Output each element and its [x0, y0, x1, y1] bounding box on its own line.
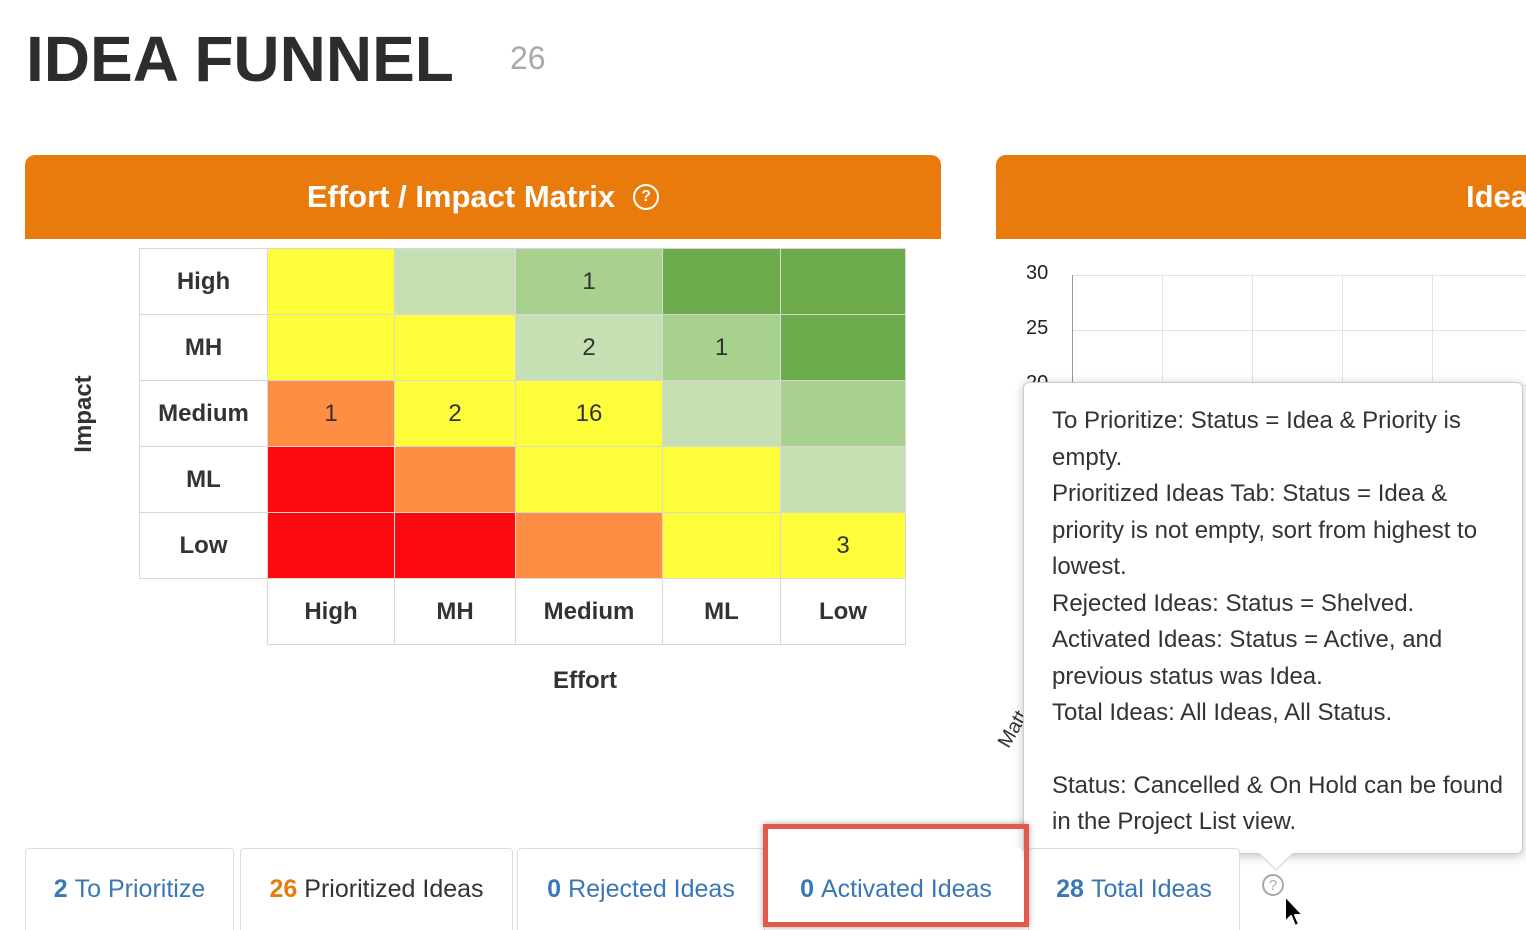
y-tick-label: 30 — [1026, 262, 1049, 284]
tab-to-prioritize[interactable]: 2 To Prioritize — [25, 848, 234, 930]
gridline — [1072, 330, 1526, 331]
matrix-cell[interactable]: 3 — [780, 512, 906, 579]
col-label: MH — [394, 578, 516, 645]
matrix-cell[interactable] — [515, 446, 663, 513]
matrix-cell[interactable] — [267, 446, 395, 513]
matrix-panel-title: Effort / Impact Matrix — [306, 179, 616, 214]
chart-panel-header: Idea — [996, 155, 1526, 239]
matrix-cell[interactable] — [662, 248, 781, 315]
impact-axis-label: Impact — [70, 375, 97, 453]
matrix-cell[interactable] — [515, 512, 663, 579]
matrix-cell[interactable] — [394, 446, 516, 513]
tab-count: 26 — [269, 875, 298, 903]
y-tick-label: 25 — [1026, 317, 1049, 339]
help-icon[interactable]: ? — [1262, 874, 1284, 896]
tab-activated-ideas[interactable]: 0 Activated Ideas — [770, 848, 1022, 930]
matrix-cell[interactable] — [267, 248, 395, 315]
col-label: High — [267, 578, 395, 645]
matrix-row-mh: MH 2 1 — [139, 314, 906, 381]
tab-label: To Prioritize — [74, 875, 206, 903]
chart-panel-title: Idea — [1466, 179, 1526, 214]
matrix-cell[interactable] — [394, 314, 516, 381]
tab-label: Prioritized Ideas — [304, 875, 484, 903]
corner-cell — [140, 579, 268, 645]
tab-label: Rejected Ideas — [568, 875, 735, 903]
tooltip-line: To Prioritize: Status = Idea & Priority … — [1052, 407, 1461, 471]
tooltip-line: Activated Ideas: Status = Active, and pr… — [1052, 626, 1443, 690]
matrix-panel-header: Effort / Impact Matrix ? — [25, 155, 941, 239]
matrix-cell[interactable] — [662, 446, 781, 513]
matrix-row-high: High 1 — [139, 248, 906, 315]
matrix-cell[interactable]: 1 — [267, 380, 395, 447]
help-tooltip: To Prioritize: Status = Idea & Priority … — [1023, 382, 1523, 854]
matrix-cell[interactable] — [780, 248, 906, 315]
matrix-cell[interactable]: 16 — [515, 380, 663, 447]
matrix-cell[interactable] — [267, 314, 395, 381]
matrix-cell[interactable] — [662, 512, 781, 579]
matrix-cell[interactable]: 1 — [662, 314, 781, 381]
matrix-cell[interactable]: 1 — [515, 248, 663, 315]
matrix-cell[interactable] — [394, 248, 516, 315]
matrix-row-ml: ML — [139, 446, 906, 513]
tab-rejected-ideas[interactable]: 0 Rejected Ideas — [517, 848, 765, 930]
matrix-col-labels: High MH Medium ML Low — [140, 578, 906, 645]
row-label: Low — [139, 512, 268, 579]
row-label: MH — [139, 314, 268, 381]
page-title: IDEA FUNNEL — [26, 23, 454, 95]
tooltip-arrow-inner — [1259, 852, 1293, 869]
gridline — [1072, 275, 1526, 276]
tooltip-note: Status: Cancelled & On Hold can be found… — [1052, 771, 1503, 836]
tooltip-line: Total Ideas: All Ideas, All Status. — [1052, 699, 1393, 726]
effort-impact-matrix: High 1 MH 2 1 Medium 1 2 16 ML — [139, 248, 906, 645]
help-icon[interactable]: ? — [633, 184, 660, 210]
tab-count: 0 — [547, 875, 562, 903]
matrix-cell[interactable] — [780, 314, 906, 381]
tab-label: Activated Ideas — [820, 874, 992, 903]
tooltip-line: Rejected Ideas: Status = Shelved. — [1052, 589, 1415, 617]
col-label: Low — [780, 578, 906, 645]
matrix-cell[interactable] — [394, 512, 516, 579]
row-label: Medium — [139, 380, 268, 447]
effort-axis-label: Effort — [553, 667, 617, 694]
tooltip-line: Prioritized Ideas Tab: Status = Idea & p… — [1052, 480, 1478, 580]
matrix-cell[interactable] — [267, 512, 395, 579]
tab-label: Total Ideas — [1090, 875, 1212, 903]
matrix-cell[interactable] — [780, 446, 906, 513]
matrix-cell[interactable]: 2 — [515, 314, 663, 381]
tab-count: 28 — [1056, 875, 1084, 903]
col-label: Medium — [515, 578, 663, 645]
row-label: High — [139, 248, 268, 315]
matrix-cell[interactable] — [662, 380, 781, 447]
tab-count: 2 — [53, 875, 68, 903]
tab-prioritized-ideas[interactable]: 26 Prioritized Ideas — [240, 848, 513, 930]
row-label: ML — [139, 446, 268, 513]
mouse-cursor-icon — [1284, 895, 1304, 927]
idea-count: 26 — [510, 40, 546, 76]
tab-count: 0 — [800, 874, 814, 903]
matrix-cell[interactable] — [780, 380, 906, 447]
highlight-annotation-box — [763, 824, 1029, 927]
matrix-row-low: Low 3 — [139, 512, 906, 579]
tab-total-ideas[interactable]: 28 Total Ideas — [1028, 848, 1240, 930]
matrix-cell[interactable]: 2 — [394, 380, 516, 447]
col-label: ML — [662, 578, 781, 645]
matrix-row-medium: Medium 1 2 16 — [139, 380, 906, 447]
